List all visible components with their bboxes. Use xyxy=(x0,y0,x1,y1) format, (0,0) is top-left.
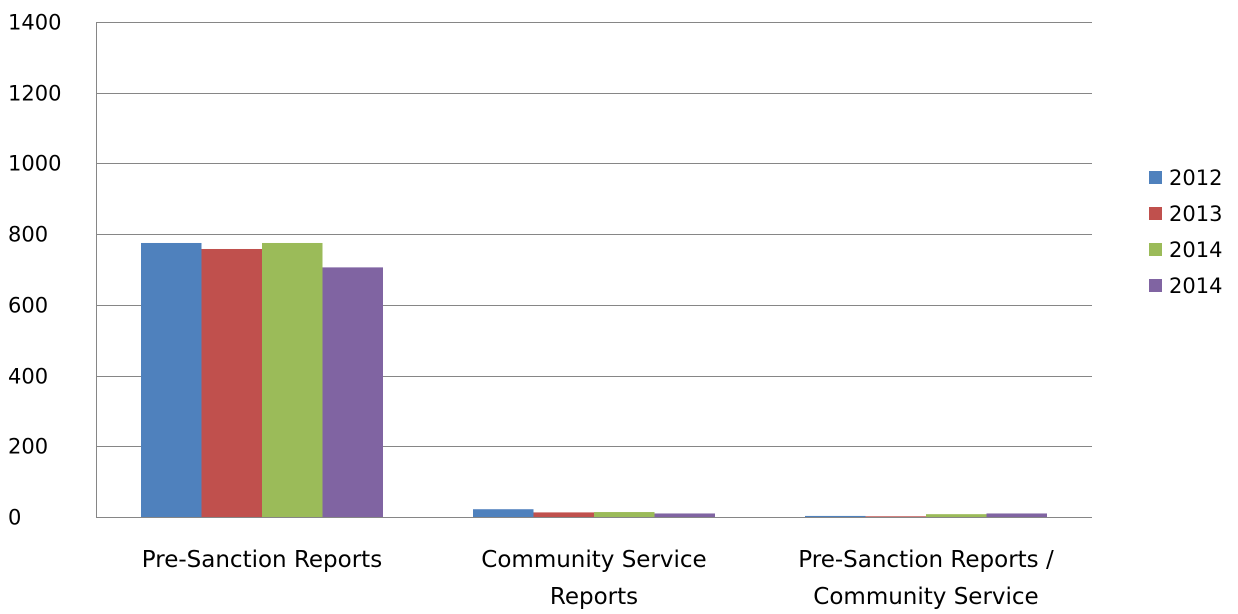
legend: 2012 2013 2014 2014 xyxy=(1149,166,1222,298)
bar-2014-cat2 xyxy=(986,513,1047,517)
legend-label: 2014 xyxy=(1169,274,1222,298)
bar-2014-cat0 xyxy=(322,267,383,517)
x-category-label: Pre-Sanction Reports / xyxy=(798,547,1054,573)
bar-2012-cat1 xyxy=(473,509,534,517)
x-category-label: Pre-Sanction Reports xyxy=(142,547,382,573)
y-tick-label: 600 xyxy=(8,294,48,318)
y-tick-label: 1200 xyxy=(8,82,61,106)
bars xyxy=(141,242,1047,518)
bar-2012-cat0 xyxy=(141,242,202,518)
y-tick-label: 0 xyxy=(8,506,21,530)
y-axis-ticks: 0 200 400 600 800 1000 1200 1400 xyxy=(8,11,61,530)
legend-label: 2012 xyxy=(1169,166,1222,190)
legend-label: 2014 xyxy=(1169,238,1222,262)
x-category-label: Community Service xyxy=(813,584,1038,610)
y-tick-label: 800 xyxy=(8,223,48,247)
x-category-label: Community Service xyxy=(481,547,706,573)
y-tick-label: 400 xyxy=(8,365,48,389)
legend-swatch xyxy=(1149,279,1162,292)
bar-2014-cat2 xyxy=(926,514,987,517)
legend-swatch xyxy=(1149,243,1162,256)
legend-swatch xyxy=(1149,207,1162,220)
bar-2014-cat1 xyxy=(654,513,715,517)
bar-2014-cat0 xyxy=(262,242,323,518)
bar-2012-cat2 xyxy=(805,515,866,517)
bar-2013-cat2 xyxy=(865,516,926,517)
axes xyxy=(96,22,1092,518)
y-tick-label: 1400 xyxy=(8,11,61,35)
x-axis-categories: Pre-Sanction Reports Community Service Rep… xyxy=(142,547,1054,610)
y-tick-label: 1000 xyxy=(8,152,61,176)
x-category-label: Reports xyxy=(550,584,638,610)
legend-label: 2013 xyxy=(1169,202,1222,226)
bar-2014-cat1 xyxy=(594,512,655,517)
bar-2013-cat1 xyxy=(533,512,594,517)
y-tick-label: 200 xyxy=(8,435,48,459)
legend-swatch xyxy=(1149,171,1162,184)
bar-2013-cat0 xyxy=(201,248,262,518)
